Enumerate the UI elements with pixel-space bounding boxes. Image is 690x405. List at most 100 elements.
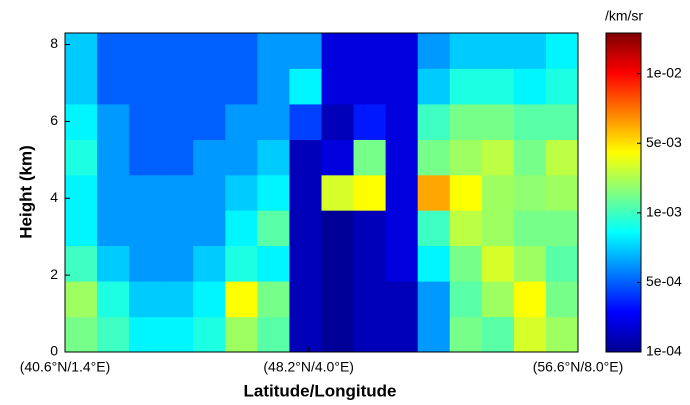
heatmap-cell: [225, 139, 258, 176]
heatmap-cell: [385, 139, 419, 176]
heatmap-cell: [385, 281, 419, 318]
colorbar-tick-label: 1e-02: [646, 64, 682, 80]
heatmap-cell: [449, 174, 483, 211]
heatmap-cell: [321, 316, 355, 353]
heatmap-cell: [321, 139, 355, 176]
colorbar-tick-label: 5e-04: [646, 273, 682, 289]
heatmap-cell: [321, 68, 355, 105]
heatmap-cell: [161, 139, 194, 176]
heatmap-cell: [385, 174, 419, 211]
heatmap-cell: [129, 139, 162, 176]
heatmap-cell: [225, 316, 258, 353]
heatmap-cell: [513, 139, 547, 176]
heatmap-cell: [193, 174, 226, 211]
heatmap-cell: [193, 33, 226, 69]
heatmap-cell: [97, 139, 130, 176]
heatmap-cell: [417, 210, 451, 247]
heatmap-cell: [449, 281, 483, 318]
heatmap-cell: [65, 316, 98, 353]
heatmap-cell: [193, 139, 226, 176]
heatmap-cell: [129, 245, 162, 282]
y-tick-label: 4: [50, 189, 58, 205]
heatmap-cell: [65, 139, 98, 176]
heatmap-cell: [545, 281, 579, 318]
heatmap-cell: [129, 174, 162, 211]
heatmap-cell: [385, 33, 419, 69]
heatmap-cell: [225, 281, 258, 318]
heatmap-cell: [289, 174, 322, 211]
heatmap-cell: [193, 245, 226, 282]
heatmap-cell: [65, 33, 98, 69]
heatmap-cell: [97, 33, 130, 69]
heatmap-cell: [257, 103, 290, 140]
heatmap-cell: [289, 210, 322, 247]
heatmap-cell: [545, 210, 579, 247]
heatmap-cell: [225, 33, 258, 69]
heatmap: [65, 33, 579, 353]
heatmap-cell: [161, 174, 194, 211]
heatmap-cell: [353, 139, 387, 176]
heatmap-cell: [225, 245, 258, 282]
heatmap-cell: [545, 33, 579, 69]
heatmap-cell: [545, 139, 579, 176]
heatmap-cell: [97, 68, 130, 105]
heatmap-cell: [257, 174, 290, 211]
heatmap-cell: [289, 103, 322, 140]
heatmap-cell: [97, 103, 130, 140]
heatmap-cell: [513, 103, 547, 140]
heatmap-cell: [513, 281, 547, 318]
heatmap-cell: [481, 281, 515, 318]
heatmap-cell: [545, 245, 579, 282]
heatmap-cell: [513, 33, 547, 69]
heatmap-cell: [417, 103, 451, 140]
heatmap-cell: [449, 139, 483, 176]
heatmap-cell: [417, 174, 451, 211]
heatmap-cell: [193, 210, 226, 247]
heatmap-cell: [321, 33, 355, 69]
heatmap-cell: [65, 281, 98, 318]
heatmap-cell: [257, 210, 290, 247]
heatmap-cell: [353, 316, 387, 353]
heatmap-cell: [225, 210, 258, 247]
heatmap-cell: [417, 281, 451, 318]
heatmap-cell: [97, 281, 130, 318]
heatmap-cell: [417, 33, 451, 69]
y-axis-label: Height (km): [16, 145, 35, 239]
heatmap-cell: [161, 33, 194, 69]
heatmap-cell: [353, 68, 387, 105]
heatmap-cell: [65, 68, 98, 105]
heatmap-cell: [481, 33, 515, 69]
y-tick-label: 6: [50, 112, 58, 128]
heatmap-cell: [353, 33, 387, 69]
heatmap-cell: [385, 316, 419, 353]
heatmap-cell: [65, 103, 98, 140]
heatmap-cell: [353, 245, 387, 282]
heatmap-cell: [193, 281, 226, 318]
heatmap-cell: [257, 281, 290, 318]
heatmap-cell: [449, 33, 483, 69]
heatmap-cell: [449, 316, 483, 353]
heatmap-cell: [289, 68, 322, 105]
heatmap-cell: [129, 103, 162, 140]
heatmap-cell: [225, 68, 258, 105]
heatmap-cell: [545, 174, 579, 211]
heatmap-cell: [289, 33, 322, 69]
heatmap-cell: [353, 103, 387, 140]
heatmap-cell: [481, 316, 515, 353]
heatmap-cell: [545, 316, 579, 353]
heatmap-cell: [225, 174, 258, 211]
heatmap-cell: [257, 139, 290, 176]
heatmap-cell: [257, 245, 290, 282]
heatmap-cell: [129, 316, 162, 353]
colorbar-tick-label: 1e-04: [646, 343, 682, 359]
y-tick-label: 0: [50, 343, 58, 359]
heatmap-cell: [417, 316, 451, 353]
heatmap-cell: [417, 68, 451, 105]
heatmap-cell: [513, 68, 547, 105]
heatmap-cell: [129, 281, 162, 318]
heatmap-cell: [257, 68, 290, 105]
x-tick-label: (48.2°N/4.0°E): [263, 359, 354, 375]
colorbar-tick-label: 1e-03: [646, 204, 682, 220]
